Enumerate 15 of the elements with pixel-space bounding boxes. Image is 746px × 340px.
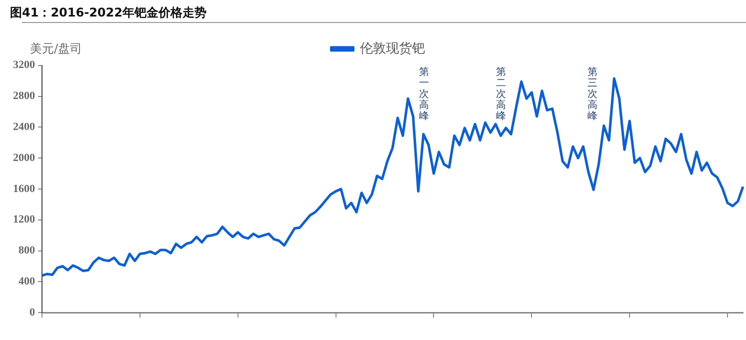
y-tick-label: 1600 <box>13 182 36 195</box>
y-tick-label: 400 <box>18 276 36 288</box>
y-axis-title: 美元/盘司 <box>30 42 82 56</box>
y-tick-label: 0 <box>30 306 36 318</box>
chart-title: 图41：2016-2022年钯金价格走势 <box>10 5 206 20</box>
y-tick-label: 3200 <box>13 59 36 72</box>
y-tick-label: 2800 <box>13 90 36 102</box>
y-tick-label: 2400 <box>13 121 36 134</box>
y-tick-label: 2000 <box>13 152 36 164</box>
legend-label: 伦敦现货钯 <box>360 41 425 56</box>
annotation: 第二次高峰 <box>496 66 506 122</box>
y-tick-label: 800 <box>18 244 36 257</box>
annotation: 第一次高峰 <box>419 66 430 122</box>
y-tick-label: 1200 <box>13 214 36 226</box>
annotation: 第三次高峰 <box>587 66 598 122</box>
